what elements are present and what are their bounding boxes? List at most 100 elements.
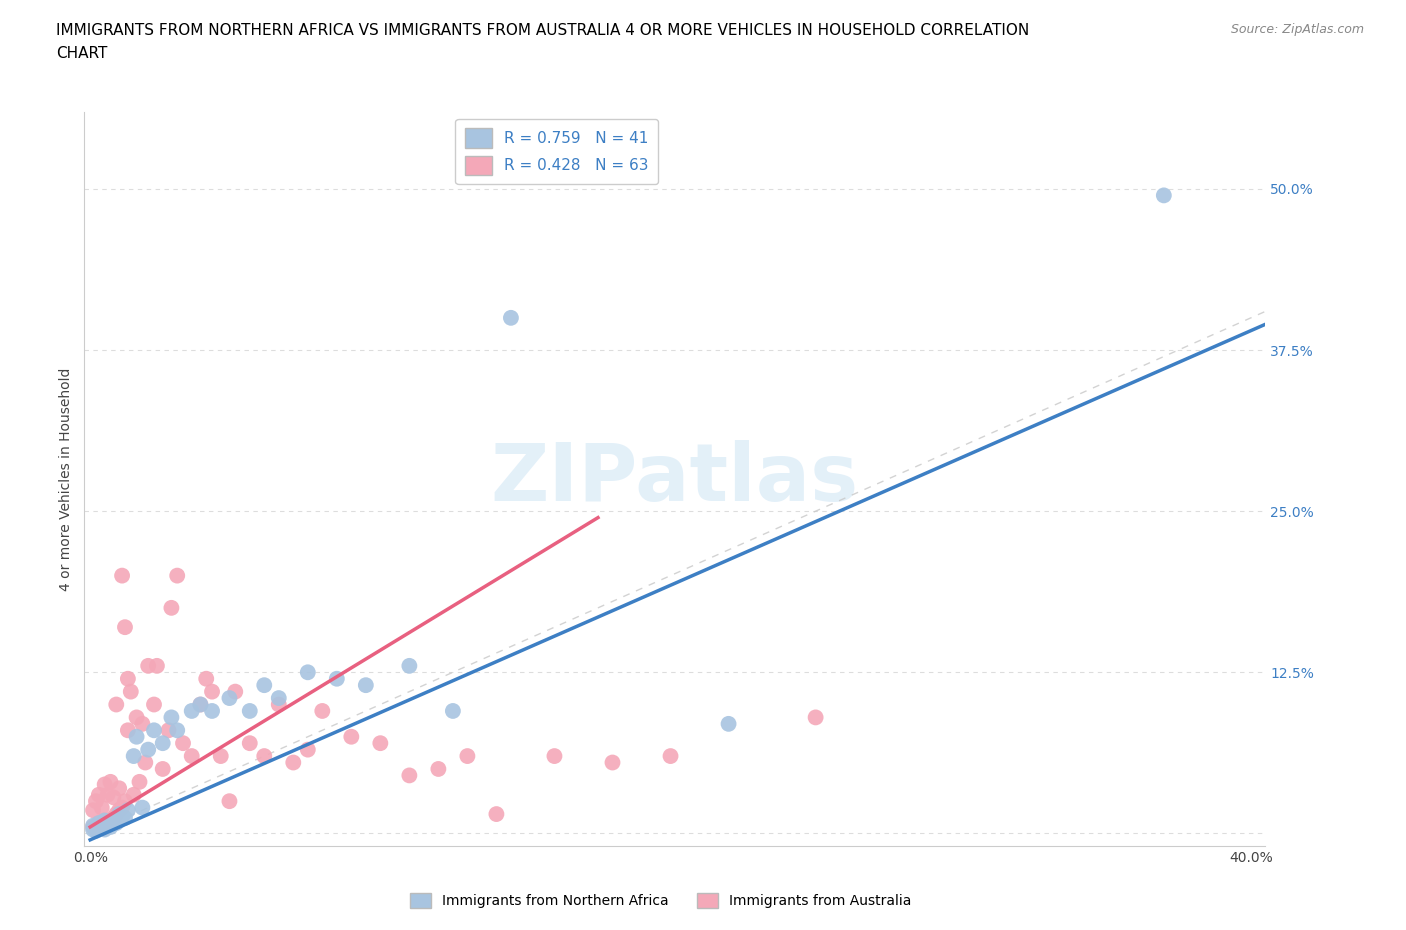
Point <box>456 749 478 764</box>
Point <box>82 818 104 833</box>
Point <box>82 822 104 837</box>
Point <box>103 811 125 826</box>
Point <box>111 568 134 583</box>
Point <box>87 816 110 830</box>
Point <box>398 768 420 783</box>
Point <box>239 703 262 718</box>
Point <box>354 678 377 693</box>
Point <box>103 813 125 828</box>
Legend: Immigrants from Northern Africa, Immigrants from Australia: Immigrants from Northern Africa, Immigra… <box>405 888 917 914</box>
Point <box>87 821 110 836</box>
Point <box>201 703 224 718</box>
Point <box>340 729 363 744</box>
Point <box>297 665 319 680</box>
Point <box>253 749 276 764</box>
Point <box>93 822 115 837</box>
Point <box>370 736 392 751</box>
Point <box>239 736 262 751</box>
Point <box>111 800 134 815</box>
Point <box>201 684 224 699</box>
Point <box>122 788 145 803</box>
Point <box>131 716 153 731</box>
Point <box>93 813 115 828</box>
Point <box>218 793 240 808</box>
Point <box>166 568 188 583</box>
Point <box>267 698 290 712</box>
Text: ZIPatlas: ZIPatlas <box>491 440 859 518</box>
Point <box>97 788 120 803</box>
Point <box>108 803 131 817</box>
Point <box>114 811 136 826</box>
Point <box>195 671 218 686</box>
Point <box>117 671 139 686</box>
Point <box>131 800 153 815</box>
Point <box>117 723 139 737</box>
Point <box>134 755 156 770</box>
Point <box>84 823 107 838</box>
Point <box>125 710 148 724</box>
Point <box>152 762 174 777</box>
Point <box>108 781 131 796</box>
Point <box>108 806 131 821</box>
Point <box>543 749 565 764</box>
Point <box>441 703 464 718</box>
Point <box>105 698 128 712</box>
Point <box>485 806 508 821</box>
Point <box>97 818 120 833</box>
Point <box>111 809 134 824</box>
Point <box>100 813 122 828</box>
Point <box>105 806 128 821</box>
Text: Source: ZipAtlas.com: Source: ZipAtlas.com <box>1230 23 1364 36</box>
Point <box>82 819 104 834</box>
Legend: R = 0.759   N = 41, R = 0.428   N = 63: R = 0.759 N = 41, R = 0.428 N = 63 <box>456 119 658 184</box>
Point <box>114 619 136 634</box>
Point <box>152 736 174 751</box>
Point <box>93 777 115 791</box>
Point <box>166 723 188 737</box>
Point <box>100 819 122 834</box>
Point <box>97 816 120 830</box>
Point <box>100 775 122 790</box>
Point <box>84 819 107 834</box>
Point <box>84 793 107 808</box>
Point <box>87 816 110 830</box>
Point <box>160 601 183 616</box>
Text: CHART: CHART <box>56 46 108 61</box>
Point <box>180 703 202 718</box>
Point <box>90 821 112 836</box>
Point <box>1153 188 1175 203</box>
Point <box>114 793 136 808</box>
Point <box>283 755 305 770</box>
Point <box>84 822 107 837</box>
Point <box>157 723 180 737</box>
Point <box>136 658 159 673</box>
Point <box>427 762 450 777</box>
Point <box>120 684 142 699</box>
Point <box>108 813 131 828</box>
Point <box>136 742 159 757</box>
Point <box>180 749 202 764</box>
Point <box>82 803 104 817</box>
Point <box>209 749 232 764</box>
Point <box>190 698 212 712</box>
Point <box>499 311 522 325</box>
Point <box>172 736 194 751</box>
Point <box>117 803 139 817</box>
Point <box>326 671 349 686</box>
Y-axis label: 4 or more Vehicles in Household: 4 or more Vehicles in Household <box>59 367 73 591</box>
Point <box>311 703 333 718</box>
Point <box>143 723 166 737</box>
Point <box>297 742 319 757</box>
Point <box>122 749 145 764</box>
Point <box>87 788 110 803</box>
Point <box>90 819 112 834</box>
Point <box>190 698 212 712</box>
Text: IMMIGRANTS FROM NORTHERN AFRICA VS IMMIGRANTS FROM AUSTRALIA 4 OR MORE VEHICLES : IMMIGRANTS FROM NORTHERN AFRICA VS IMMIG… <box>56 23 1029 38</box>
Point <box>804 710 827 724</box>
Point <box>160 710 183 724</box>
Point <box>253 678 276 693</box>
Point <box>105 816 128 830</box>
Point <box>90 800 112 815</box>
Point <box>267 691 290 706</box>
Point <box>224 684 246 699</box>
